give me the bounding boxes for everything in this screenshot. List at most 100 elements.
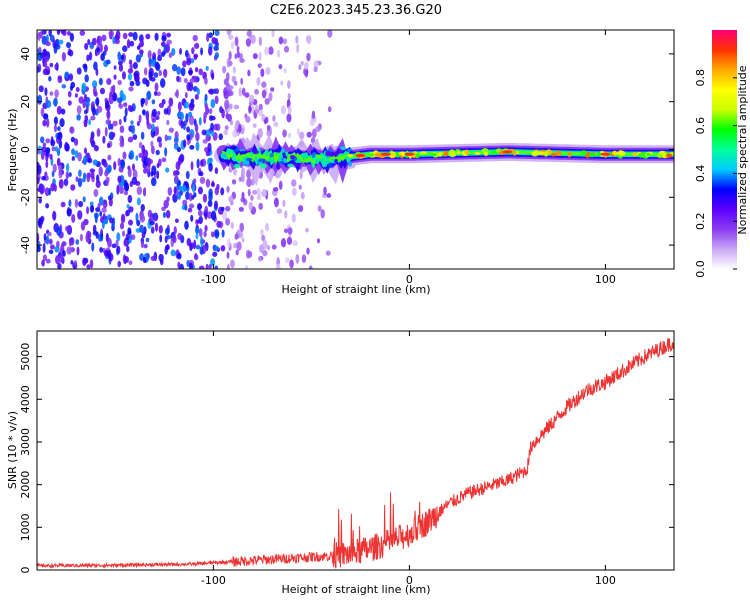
heatmap-cell bbox=[221, 229, 225, 238]
heatmap-cell bbox=[150, 226, 155, 234]
heatmap-cell bbox=[204, 102, 208, 110]
heatmap-cell bbox=[250, 194, 254, 201]
heatmap-cell bbox=[191, 47, 195, 55]
heatmap-cell bbox=[173, 226, 177, 235]
heatmap-cell bbox=[37, 94, 43, 105]
heatmap-cell bbox=[95, 180, 101, 189]
heatmap-cell bbox=[119, 181, 125, 187]
heatmap-cell bbox=[154, 82, 159, 92]
heatmap-cell bbox=[40, 215, 45, 222]
heatmap-cell bbox=[40, 151, 45, 160]
heatmap-cell bbox=[196, 202, 202, 211]
heatmap-cell bbox=[126, 245, 130, 253]
heatmap-cell bbox=[197, 186, 203, 195]
snr-ytick-label: 3000 bbox=[19, 428, 32, 456]
heatmap-cell bbox=[50, 157, 54, 166]
heatmap-cell bbox=[176, 75, 180, 82]
spectrogram-ticks: -100 0 100 -40 -20 0 20 40 bbox=[19, 30, 674, 286]
snr-xtick-label: -100 bbox=[201, 574, 226, 587]
heatmap-cell bbox=[84, 101, 90, 108]
heatmap-cell bbox=[62, 30, 67, 36]
heatmap-cell bbox=[263, 118, 267, 125]
heatmap-cell bbox=[256, 187, 261, 196]
heatmap-cell bbox=[258, 36, 262, 47]
heatmap-cell bbox=[57, 126, 61, 132]
heatmap-peak bbox=[260, 163, 267, 169]
heatmap-cell bbox=[198, 116, 202, 126]
heatmap-cell bbox=[195, 233, 199, 240]
snr-frame bbox=[36, 330, 675, 571]
heatmap-cell bbox=[143, 243, 148, 249]
heatmap-cell bbox=[111, 132, 116, 138]
heatmap-cell bbox=[127, 68, 134, 74]
heatmap-cell bbox=[250, 34, 256, 44]
heatmap-cell bbox=[246, 177, 252, 188]
heatmap-cell bbox=[87, 39, 91, 46]
heatmap-cell bbox=[254, 88, 260, 95]
heatmap-cell bbox=[44, 187, 50, 197]
heatmap-cell bbox=[49, 34, 55, 43]
heatmap-cell bbox=[74, 138, 79, 146]
heatmap-cell bbox=[79, 233, 84, 242]
heatmap-cell bbox=[198, 68, 203, 76]
heatmap-cell bbox=[300, 191, 305, 200]
heatmap-cell bbox=[84, 42, 89, 50]
heatmap-cell bbox=[296, 43, 300, 54]
heatmap-cell bbox=[85, 233, 89, 243]
heatmap-cell bbox=[136, 76, 140, 81]
heatmap-cell bbox=[41, 175, 46, 181]
heatmap-cell bbox=[184, 220, 189, 230]
heatmap-cell bbox=[306, 52, 311, 62]
heatmap-cell bbox=[95, 231, 99, 239]
heatmap-cell bbox=[183, 78, 188, 84]
heatmap-cell bbox=[186, 81, 191, 92]
heatmap-cell bbox=[154, 32, 159, 41]
heatmap-cell bbox=[280, 105, 287, 115]
heatmap-cell bbox=[177, 232, 183, 240]
spectrogram-xlabel: Height of straight line (km) bbox=[281, 283, 430, 296]
heatmap-cell bbox=[132, 163, 136, 172]
heatmap-cell bbox=[87, 157, 93, 164]
heatmap-cell bbox=[96, 46, 100, 53]
heatmap-cell bbox=[187, 207, 193, 213]
heatmap-cell bbox=[205, 134, 209, 141]
heatmap-cell bbox=[225, 218, 231, 226]
heatmap-cell bbox=[145, 237, 150, 243]
heatmap-cell bbox=[83, 119, 88, 125]
heatmap-cell bbox=[212, 251, 218, 257]
heatmap-cell bbox=[67, 100, 72, 106]
heatmap-cell bbox=[95, 96, 100, 107]
heatmap-cell bbox=[111, 243, 117, 249]
heatmap-cell bbox=[176, 185, 183, 191]
heatmap-cell bbox=[227, 238, 231, 248]
heatmap-cell bbox=[252, 53, 258, 60]
heatmap-cell bbox=[186, 126, 190, 133]
heatmap-cell bbox=[158, 141, 163, 148]
heatmap-cell bbox=[317, 205, 322, 212]
heatmap-peak bbox=[275, 164, 281, 170]
heatmap-cell bbox=[109, 91, 113, 97]
colorbar-tick-label: 0.8 bbox=[694, 69, 707, 87]
heatmap-cell bbox=[179, 153, 185, 163]
heatmap-cell bbox=[135, 155, 139, 161]
heatmap-cell bbox=[185, 191, 190, 200]
heatmap-cell bbox=[83, 93, 88, 102]
heatmap-cell bbox=[93, 91, 98, 97]
heatmap-peak bbox=[222, 153, 227, 159]
heatmap-cell bbox=[208, 115, 214, 121]
heatmap-peak bbox=[512, 151, 517, 156]
heatmap-cell bbox=[180, 120, 184, 129]
heatmap-cell bbox=[167, 186, 173, 196]
heatmap-cell bbox=[257, 63, 262, 68]
heatmap-peak bbox=[278, 160, 285, 165]
heatmap-cell bbox=[252, 123, 257, 128]
heatmap-cell bbox=[151, 165, 157, 176]
heatmap-cell bbox=[208, 192, 213, 202]
heatmap-cell bbox=[93, 144, 98, 150]
heatmap-cell bbox=[280, 80, 284, 86]
heatmap-cell bbox=[103, 219, 109, 225]
heatmap-cell bbox=[82, 177, 86, 183]
heatmap-cell bbox=[180, 67, 186, 77]
heatmap-cell bbox=[128, 86, 134, 92]
